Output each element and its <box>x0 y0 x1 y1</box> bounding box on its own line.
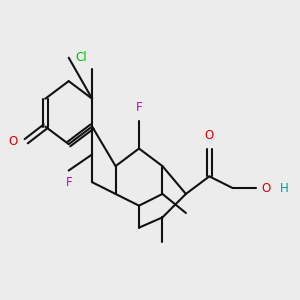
Text: O: O <box>9 135 18 148</box>
Text: F: F <box>136 101 142 114</box>
Text: O: O <box>205 129 214 142</box>
Text: O: O <box>262 182 271 195</box>
Text: Cl: Cl <box>75 51 87 64</box>
Text: F: F <box>65 176 72 189</box>
Text: H: H <box>280 182 289 195</box>
